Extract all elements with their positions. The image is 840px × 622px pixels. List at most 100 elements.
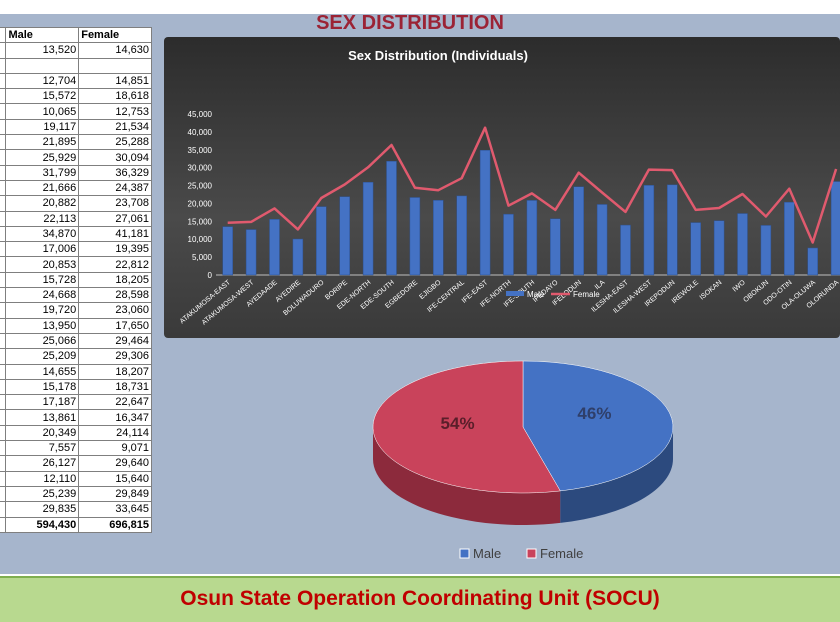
male-cell: 31,799	[5, 164, 80, 181]
female-cell: 18,618	[78, 88, 152, 105]
bar-male	[269, 219, 280, 276]
female-cell	[78, 57, 152, 74]
male-cell: 25,239	[5, 485, 80, 503]
female-cell: 18,205	[78, 271, 152, 289]
pie-legend-male-label: Male	[473, 546, 501, 561]
line-female	[227, 126, 838, 244]
female-cell: 14,851	[78, 72, 152, 90]
male-cell: 19,117	[5, 118, 80, 136]
male-cell: 29,835	[5, 501, 80, 518]
x-tick-label: IWO	[732, 279, 748, 294]
female-cell: 12,753	[78, 103, 152, 120]
bar-male	[222, 226, 233, 276]
bar-male	[479, 149, 491, 276]
x-tick-label: ISOKAN	[699, 279, 724, 301]
bar-male	[573, 186, 584, 276]
table-row: 25,239 29,849	[0, 485, 152, 503]
pie-chart: 46% 54% Male Female	[372, 360, 674, 561]
bar-male	[784, 201, 795, 276]
female-cell: 23,708	[78, 195, 152, 212]
female-cell: 41,181	[78, 225, 152, 243]
bar-male	[316, 206, 327, 276]
female-cell: 14,630	[78, 42, 152, 59]
female-cell: 696,815	[78, 516, 152, 533]
bar-male	[550, 218, 561, 276]
female-cell: Female	[78, 26, 152, 44]
female-cell: 33,645	[78, 501, 152, 518]
male-cell: 12,110	[5, 470, 80, 487]
table-row: 17,006 19,395	[0, 241, 152, 258]
male-cell: 21,666	[5, 179, 80, 197]
bar-male	[433, 200, 444, 276]
y-tick-label: 5,000	[192, 253, 213, 262]
female-cell: 15,640	[78, 470, 152, 487]
bar-male	[667, 184, 678, 276]
bar-male	[409, 197, 421, 276]
table-row: 15,572 18,618	[0, 88, 152, 105]
bar-male	[737, 213, 748, 276]
legend-female-label: Female	[573, 290, 600, 299]
female-cell: 29,849	[78, 485, 152, 503]
male-cell: 13,520	[5, 42, 80, 59]
table-row: 13,950 17,650	[0, 317, 152, 334]
bar-male	[339, 196, 350, 276]
female-cell: 16,347	[78, 409, 152, 426]
female-cell: 22,812	[78, 256, 152, 273]
male-cell: 25,066	[5, 332, 80, 350]
male-cell: 15,728	[5, 271, 80, 289]
bar-male	[830, 181, 840, 276]
female-cell: 22,647	[78, 394, 152, 411]
chart-title: Sex Distribution (Individuals)	[348, 48, 528, 63]
female-cell: 17,650	[78, 317, 152, 334]
bar-male	[807, 247, 818, 276]
bar-male	[643, 185, 655, 276]
female-cell: 28,598	[78, 287, 152, 304]
table-row: 20,349 24,114	[0, 424, 152, 442]
table-header-row: Male Female	[0, 26, 152, 44]
female-cell: 18,731	[78, 378, 152, 396]
bar-male	[362, 181, 374, 276]
pie-side-male	[560, 427, 673, 523]
table-row: 25,929 30,094	[0, 149, 152, 166]
footer-text: Osun State Operation Coordinating Unit (…	[180, 587, 660, 610]
table-row: 20,853 22,812	[0, 256, 152, 273]
table-row: 7,557 9,071	[0, 440, 152, 457]
male-cell: 26,127	[5, 455, 80, 472]
table-row: 20,882 23,708	[0, 195, 152, 212]
table-row: 24,668 28,598	[0, 287, 152, 304]
table-row: 12,704 14,851	[0, 72, 152, 90]
table-row: 13,520 14,630	[0, 42, 152, 59]
male-cell: 15,178	[5, 378, 80, 396]
table-row: 15,178 18,731	[0, 378, 152, 396]
female-cell: 29,640	[78, 455, 152, 472]
female-cell: 24,387	[78, 179, 152, 197]
pie-side-female	[373, 427, 561, 525]
page-title: SEX DISTRIBUTION	[316, 12, 504, 34]
table-row: 19,117 21,534	[0, 118, 152, 136]
y-tick-label: 35,000	[188, 146, 213, 155]
pie-slice-male	[522, 360, 674, 492]
y-tick-label: 25,000	[188, 182, 213, 191]
pie-label-female: 54%	[441, 414, 475, 433]
y-tick-label: 0	[208, 271, 213, 280]
table-row: 26,127 29,640	[0, 455, 152, 472]
female-cell: 29,306	[78, 348, 152, 365]
bar-male	[456, 195, 467, 276]
male-cell: 21,895	[5, 134, 80, 151]
female-cell: 27,061	[78, 210, 152, 227]
male-cell: Male	[5, 26, 80, 44]
bar-male	[760, 225, 772, 276]
bar-male	[596, 204, 608, 276]
female-cell: 21,534	[78, 118, 152, 136]
table-row: 15,728 18,205	[0, 271, 152, 289]
bar-chart-panel: Sex Distribution (Individuals) 0 5,000 10,0…	[164, 37, 840, 338]
male-cell: 25,929	[5, 149, 80, 166]
male-cell: 17,006	[5, 241, 80, 258]
male-cell: 14,655	[5, 363, 80, 380]
male-cell: 34,870	[5, 225, 80, 243]
bar-chart: Sex Distribution (Individuals) 0 5,000 10,0…	[179, 48, 840, 327]
male-cell: 17,187	[5, 394, 80, 411]
pie-slice-female	[372, 360, 561, 494]
y-tick-label: 30,000	[188, 164, 213, 173]
bar-male	[245, 229, 257, 276]
